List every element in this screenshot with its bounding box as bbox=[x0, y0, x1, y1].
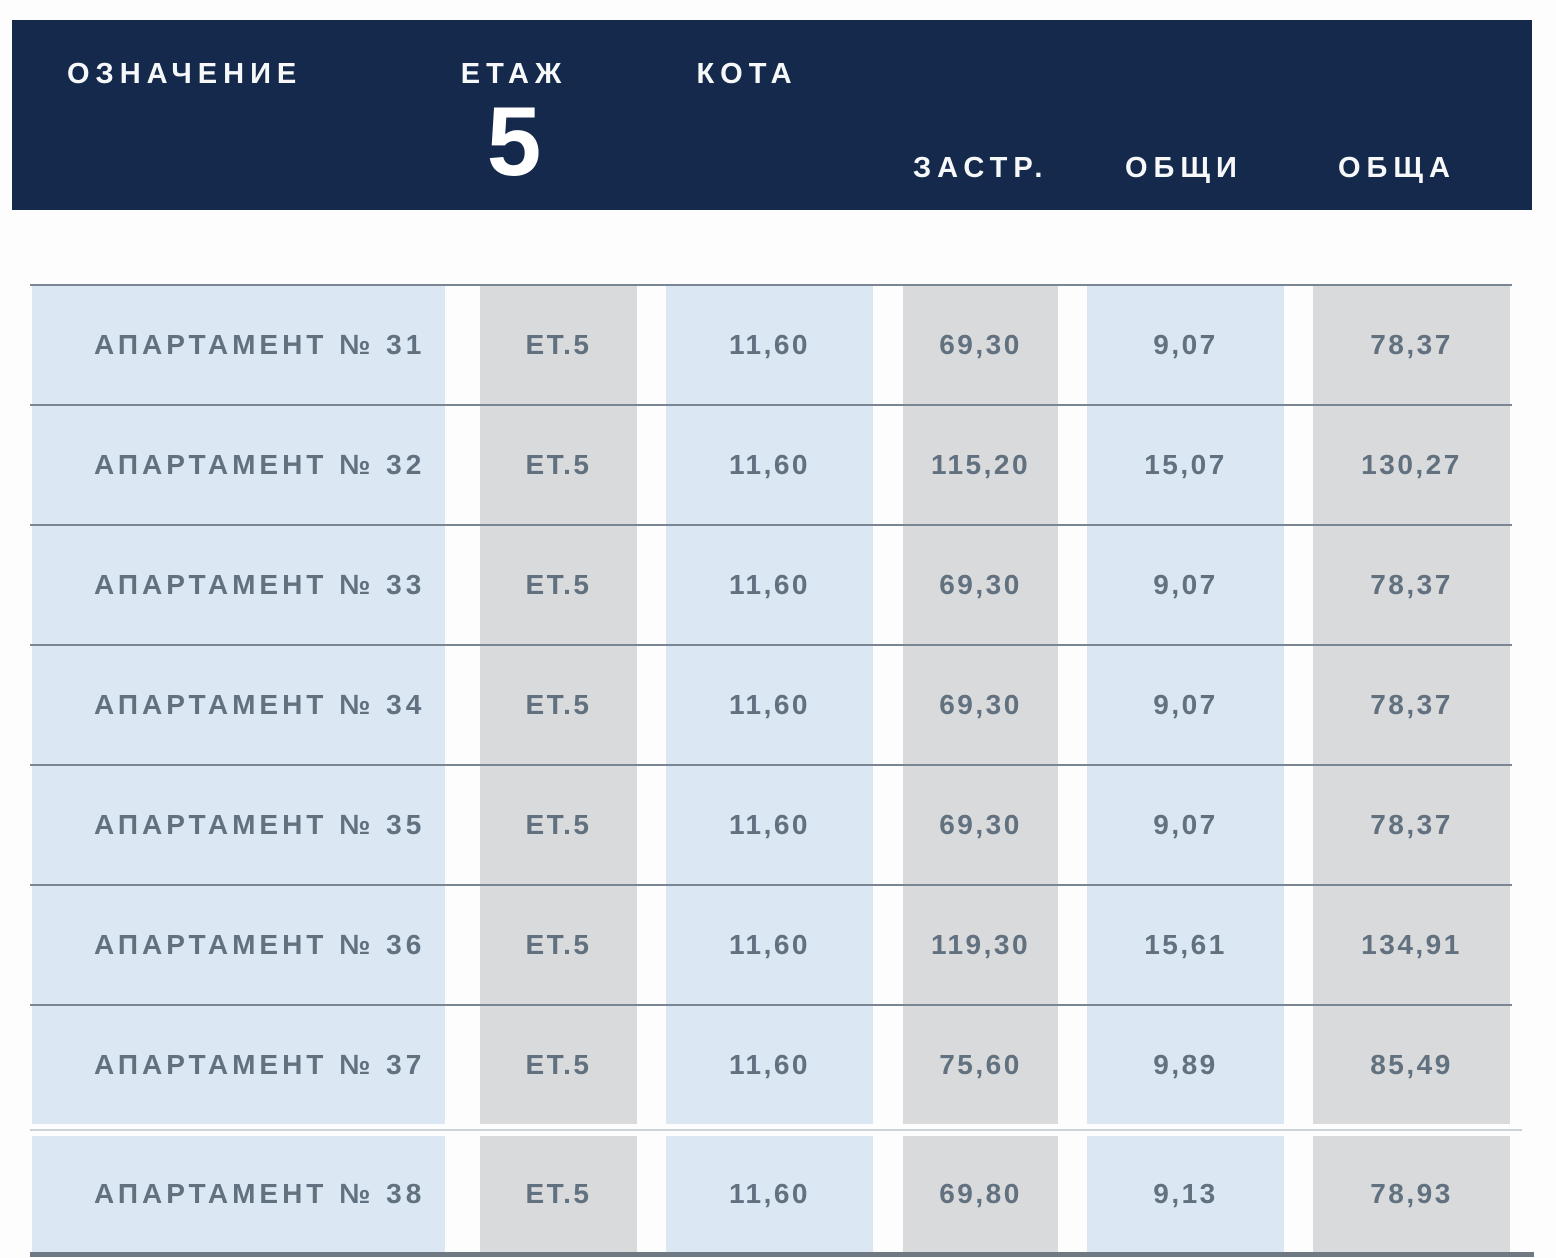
header-col-floor: ЕТАЖ bbox=[460, 58, 568, 90]
header-col-designation: ОЗНАЧЕНИЕ bbox=[67, 58, 303, 90]
table-row: АПАРТАМЕНТ № 34 ЕТ.5 11,60 69,30 9,07 78… bbox=[0, 646, 1556, 764]
header-line: ЗАСТР. bbox=[913, 152, 1049, 184]
cell-floor: ЕТ.5 bbox=[480, 766, 637, 884]
cell-total-area: 78,37 bbox=[1313, 286, 1510, 404]
cell-floor: ЕТ.5 bbox=[480, 526, 637, 644]
cell-total-area: 130,27 bbox=[1313, 406, 1510, 524]
cell-built-area: 69,30 bbox=[903, 646, 1058, 764]
cell-elevation: 11,60 bbox=[666, 1006, 873, 1124]
header-line: ОБЩА bbox=[1338, 152, 1456, 184]
header-line: ОБЩИ bbox=[1125, 152, 1243, 184]
row-divider bbox=[30, 764, 1512, 766]
table-row: АПАРТАМЕНТ № 33 ЕТ.5 11,60 69,30 9,07 78… bbox=[0, 526, 1556, 644]
table-bottom-border bbox=[30, 1252, 1534, 1257]
cell-floor: ЕТ.5 bbox=[480, 886, 637, 1004]
cell-common-parts: 9,13 bbox=[1087, 1136, 1284, 1252]
cell-total-area: 134,91 bbox=[1313, 886, 1510, 1004]
cell-designation: АПАРТАМЕНТ № 36 bbox=[32, 886, 445, 1004]
table-header: ОЗНАЧЕНИЕ ЕТАЖ 5 КОТА ЗАСТР. ПЛОЩ КВ.М. … bbox=[12, 20, 1532, 466]
row-divider bbox=[30, 1004, 1512, 1006]
cell-designation: АПАРТАМЕНТ № 31 bbox=[32, 286, 445, 404]
table-row: АПАРТАМЕНТ № 36 ЕТ.5 11,60 119,30 15,61 … bbox=[0, 886, 1556, 1004]
table-row: АПАРТАМЕНТ № 37 ЕТ.5 11,60 75,60 9,89 85… bbox=[0, 1006, 1556, 1124]
cell-built-area: 119,30 bbox=[903, 886, 1058, 1004]
floor-number: 5 bbox=[486, 86, 542, 196]
cell-designation: АПАРТАМЕНТ № 34 bbox=[32, 646, 445, 764]
table-row: АПАРТАМЕНТ № 38 ЕТ.5 11,60 69,80 9,13 78… bbox=[0, 1136, 1556, 1252]
row-divider bbox=[30, 884, 1512, 886]
cell-common-parts: 9,89 bbox=[1087, 1006, 1284, 1124]
cell-common-parts: 9,07 bbox=[1087, 766, 1284, 884]
cell-elevation: 11,60 bbox=[666, 766, 873, 884]
cell-elevation: 11,60 bbox=[666, 646, 873, 764]
cell-total-area: 78,37 bbox=[1313, 646, 1510, 764]
cell-total-area: 85,49 bbox=[1313, 1006, 1510, 1124]
header-col-elevation: КОТА bbox=[696, 58, 798, 90]
cell-designation: АПАРТАМЕНТ № 38 bbox=[32, 1136, 445, 1252]
row-divider bbox=[30, 284, 1512, 286]
cell-designation: АПАРТАМЕНТ № 37 bbox=[32, 1006, 445, 1124]
cell-floor: ЕТ.5 bbox=[480, 406, 637, 524]
cell-built-area: 115,20 bbox=[903, 406, 1058, 524]
cell-elevation: 11,60 bbox=[666, 1136, 873, 1252]
cell-built-area: 69,80 bbox=[903, 1136, 1058, 1252]
cell-elevation: 11,60 bbox=[666, 526, 873, 644]
cell-floor: ЕТ.5 bbox=[480, 1006, 637, 1124]
cell-common-parts: 15,07 bbox=[1087, 406, 1284, 524]
cell-total-area: 78,93 bbox=[1313, 1136, 1510, 1252]
table-row: АПАРТАМЕНТ № 32 ЕТ.5 11,60 115,20 15,07 … bbox=[0, 406, 1556, 524]
cell-built-area: 69,30 bbox=[903, 526, 1058, 644]
cell-common-parts: 9,07 bbox=[1087, 646, 1284, 764]
cell-built-area: 69,30 bbox=[903, 766, 1058, 884]
cell-floor: ЕТ.5 bbox=[480, 286, 637, 404]
row-divider-faint bbox=[30, 1129, 1522, 1131]
cell-built-area: 75,60 bbox=[903, 1006, 1058, 1124]
row-divider bbox=[30, 524, 1512, 526]
cell-elevation: 11,60 bbox=[666, 286, 873, 404]
cell-common-parts: 15,61 bbox=[1087, 886, 1284, 1004]
cell-elevation: 11,60 bbox=[666, 406, 873, 524]
cell-total-area: 78,37 bbox=[1313, 526, 1510, 644]
cell-built-area: 69,30 bbox=[903, 286, 1058, 404]
table-row: АПАРТАМЕНТ № 31 ЕТ.5 11,60 69,30 9,07 78… bbox=[0, 286, 1556, 404]
cell-floor: ЕТ.5 bbox=[480, 646, 637, 764]
cell-floor: ЕТ.5 bbox=[480, 1136, 637, 1252]
cell-designation: АПАРТАМЕНТ № 32 bbox=[32, 406, 445, 524]
cell-total-area: 78,37 bbox=[1313, 766, 1510, 884]
cell-common-parts: 9,07 bbox=[1087, 286, 1284, 404]
row-divider bbox=[30, 404, 1512, 406]
row-divider bbox=[30, 644, 1512, 646]
table-row: АПАРТАМЕНТ № 35 ЕТ.5 11,60 69,30 9,07 78… bbox=[0, 766, 1556, 884]
cell-elevation: 11,60 bbox=[666, 886, 873, 1004]
cell-common-parts: 9,07 bbox=[1087, 526, 1284, 644]
cell-designation: АПАРТАМЕНТ № 33 bbox=[32, 526, 445, 644]
cell-designation: АПАРТАМЕНТ № 35 bbox=[32, 766, 445, 884]
